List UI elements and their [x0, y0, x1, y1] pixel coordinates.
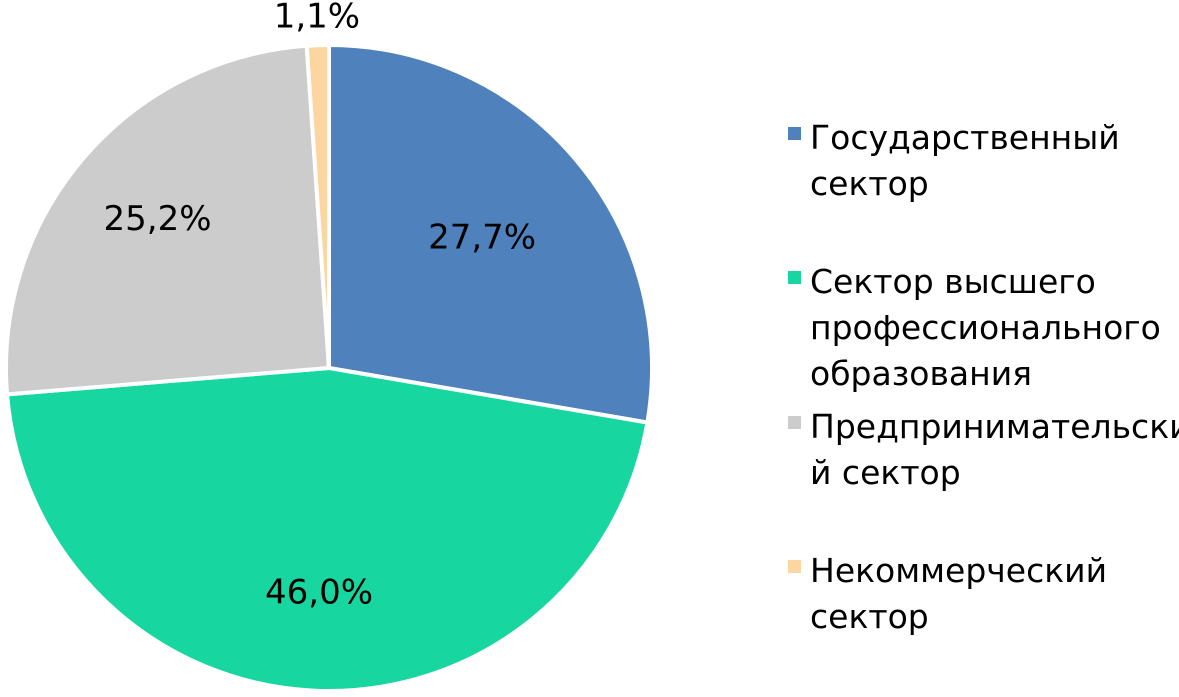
legend-label-line: образования — [810, 354, 1032, 393]
legend-swatch-business-sector — [788, 416, 801, 429]
legend-swatch-non-profit-sector — [788, 560, 801, 573]
pie-data-labels: 27,7% 46,0% 25,2% 1,1% — [104, 0, 537, 612]
legend: Государственный сектор Сектор высшего пр… — [788, 0, 1179, 697]
legend-label-higher-education-sector: Сектор высшего профессионального образов… — [810, 259, 1179, 397]
legend-swatch-higher-education-sector — [788, 271, 801, 284]
legend-label-line: Предпринимательски — [810, 407, 1179, 446]
legend-label-state-sector: Государственный сектор — [810, 115, 1179, 207]
legend-label-line: сектор — [810, 164, 929, 203]
pie-slice-higher-education-sector — [5, 366, 650, 693]
data-label-non-profit-sector: 1,1% — [274, 0, 360, 37]
legend-label-line: Государственный — [810, 118, 1120, 157]
data-label-state-sector: 27,7% — [428, 217, 536, 257]
legend-label-non-profit-sector: Некоммерческий сектор — [810, 548, 1179, 640]
data-label-higher-education-sector: 46,0% — [265, 572, 373, 612]
legend-label-line: сектор — [810, 597, 929, 636]
legend-label-business-sector: Предпринимательски й сектор — [810, 404, 1179, 496]
legend-label-line: профессионального — [810, 308, 1161, 347]
legend-label-line: Некоммерческий — [810, 551, 1108, 590]
pie-slice-non-profit-sector — [304, 43, 331, 370]
pie-slice-business-sector — [4, 43, 331, 397]
pie-slices — [4, 43, 654, 693]
pie-slice-state-sector — [327, 43, 654, 425]
pie-chart: 27,7% 46,0% 25,2% 1,1% — [4, 0, 654, 693]
data-label-business-sector: 25,2% — [104, 199, 212, 239]
legend-swatch-state-sector — [788, 127, 801, 140]
legend-label-line: Сектор высшего — [810, 262, 1096, 301]
legend-label-line: й сектор — [810, 453, 961, 492]
